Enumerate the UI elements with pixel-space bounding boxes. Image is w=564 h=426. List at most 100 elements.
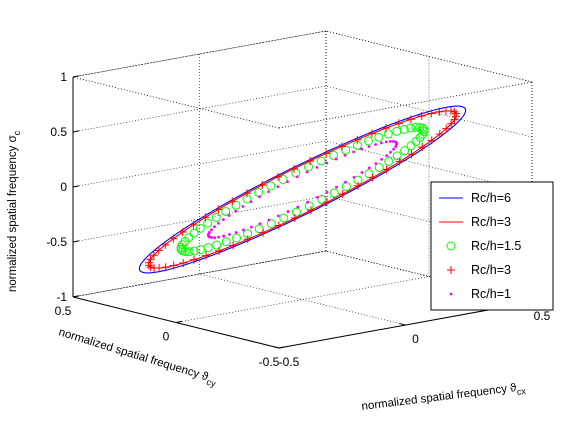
- data-point: [306, 206, 315, 215]
- data-point: [161, 263, 170, 272]
- box-edge: [72, 30, 327, 78]
- data-point: [392, 147, 395, 151]
- box-edge: [278, 81, 533, 129]
- data-point: [379, 141, 383, 145]
- data-point: [144, 261, 153, 270]
- data-point: [352, 150, 355, 154]
- series-layer: [138, 105, 467, 274]
- data-point: [305, 170, 309, 174]
- data-point: [304, 162, 314, 172]
- data-point: [234, 209, 238, 213]
- data-point: [221, 237, 231, 247]
- tick-labels: -1 -0.5 0 0.5 1 -0.5 0 0.5 -0.5 0 0.5: [46, 70, 550, 369]
- data-point: [234, 231, 238, 234]
- data-point: [254, 224, 264, 234]
- data-point: [406, 115, 415, 124]
- data-point: [306, 200, 310, 204]
- grid-line: [325, 30, 533, 83]
- data-point: [374, 132, 384, 142]
- data-point: [382, 165, 391, 174]
- data-point: [232, 233, 242, 243]
- data-point: [279, 213, 289, 223]
- data-point: [354, 181, 363, 190]
- svg-text:normalized spatial frequency ϑ: normalized spatial frequency ϑcy: [56, 326, 219, 389]
- data-point: [360, 171, 364, 174]
- data-point: [291, 207, 301, 217]
- data-point: [214, 205, 223, 214]
- data-point: [316, 195, 319, 199]
- data-point: [341, 182, 351, 192]
- data-point: [406, 141, 416, 151]
- x-tick-label: -0.5: [279, 355, 300, 369]
- grid-line: [72, 195, 327, 243]
- data-point: [189, 246, 199, 256]
- data-point: [154, 246, 163, 255]
- data-point: [329, 188, 339, 198]
- x-tick-mark: [273, 346, 280, 349]
- z-tick-label: -0.5: [46, 235, 67, 249]
- data-point: [450, 107, 459, 116]
- legend-entry: Rc/h=1.5: [446, 239, 521, 253]
- data-point: [201, 213, 210, 222]
- data-point: [276, 214, 280, 218]
- data-point: [344, 180, 347, 184]
- y-axis-label-sub: cy: [205, 377, 217, 389]
- data-point: [395, 157, 404, 166]
- series-2: [148, 110, 457, 269]
- x-axis-label-text: normalized spatial frequency ϑ: [361, 382, 518, 413]
- data-point: [343, 153, 347, 157]
- data-point: [427, 109, 436, 118]
- legend-label: Rc/h=3: [471, 263, 511, 277]
- data-point: [364, 169, 374, 179]
- data-point: [383, 129, 393, 139]
- svg-text:normalized spatial frequency ϑ: normalized spatial frequency ϑcx: [361, 381, 527, 416]
- x-tick-label: 0.5: [534, 309, 551, 323]
- z-tick-label: 0: [60, 180, 67, 194]
- data-point: [441, 106, 450, 115]
- data-point: [217, 235, 221, 239]
- data-point: [388, 140, 392, 143]
- z-tick-label: 1: [60, 70, 67, 84]
- data-point: [250, 225, 253, 229]
- data-point: [203, 243, 213, 253]
- data-point: [242, 189, 251, 198]
- data-point: [258, 180, 267, 189]
- data-point: [427, 136, 436, 145]
- legend-entry: Rc/h=3: [447, 263, 511, 277]
- grid-line: [72, 250, 327, 298]
- y-axis-label-text: normalized spatial frequency ϑ: [57, 326, 210, 383]
- data-point: [286, 210, 290, 213]
- legend-entry: Rc/h=6: [439, 191, 511, 205]
- data-point: [406, 123, 416, 133]
- x-tick-mark: [399, 323, 406, 326]
- data-point: [392, 151, 402, 161]
- data-point: [189, 220, 198, 229]
- data-point: [368, 173, 377, 182]
- data-point: [179, 259, 188, 268]
- data-point: [195, 223, 205, 233]
- data-point: [184, 247, 194, 257]
- data-point: [317, 195, 327, 205]
- data-point: [286, 180, 289, 184]
- data-point: [389, 150, 392, 154]
- data-point: [363, 136, 373, 146]
- data-point: [258, 222, 262, 226]
- z-tick-label: 0.5: [50, 125, 67, 139]
- data-point: [316, 156, 326, 166]
- data-point: [274, 172, 283, 181]
- data-point: [337, 142, 346, 151]
- data-point: [367, 145, 371, 148]
- data-point: [217, 221, 220, 225]
- data-point: [290, 214, 299, 223]
- data-point: [291, 168, 301, 178]
- data-point: [215, 246, 224, 255]
- data-point: [367, 166, 371, 170]
- data-point: [322, 198, 331, 207]
- z-axis-label: normalized spatial frequency σc: [7, 130, 22, 292]
- grid-line: [175, 276, 430, 323]
- data-point: [381, 124, 390, 133]
- data-point: [290, 164, 299, 173]
- box-edge: [72, 250, 327, 298]
- x-tick-label: 0: [412, 332, 419, 346]
